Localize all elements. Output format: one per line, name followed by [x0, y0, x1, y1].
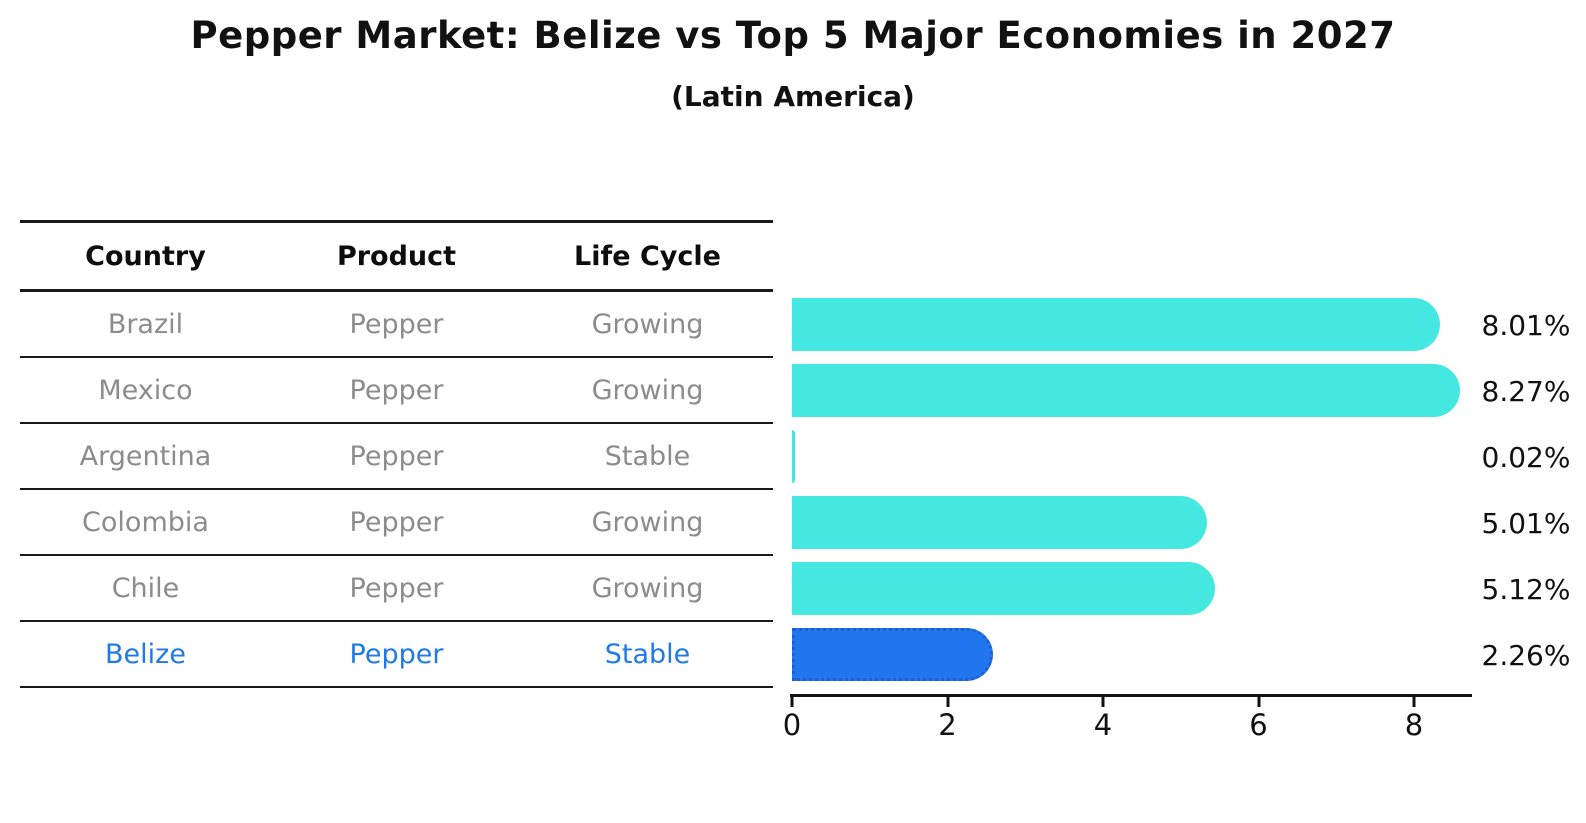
x-tick-mark	[1412, 696, 1416, 707]
bar-row	[792, 556, 1470, 622]
x-tick-mark	[1101, 696, 1105, 707]
cell-life-cycle: Growing	[591, 506, 704, 538]
x-tick-label: 8	[1404, 708, 1424, 742]
value-label-mexico: 8.27%	[1481, 374, 1571, 408]
value-label-argentina: 0.02%	[1481, 440, 1571, 474]
cell-country: Colombia	[82, 506, 209, 538]
table-row-argentina: Argentina Pepper Stable	[20, 424, 773, 490]
column-header-life-cycle: Life Cycle	[574, 240, 721, 272]
bar-brazil	[792, 298, 1440, 351]
bar-chile	[792, 562, 1216, 615]
cell-product: Pepper	[349, 638, 444, 670]
x-tick-label: 2	[938, 708, 957, 742]
cell-product: Pepper	[349, 374, 444, 406]
x-tick-label: 0	[782, 708, 802, 742]
comparison-table: Country Product Life Cycle Brazil Pepper…	[20, 220, 773, 688]
cell-life-cycle: Stable	[604, 440, 691, 472]
bar-row	[792, 490, 1470, 556]
x-tick-mark	[946, 696, 949, 707]
table-row-belize-highlighted: Belize Pepper Stable	[20, 622, 773, 688]
cell-country: Brazil	[107, 308, 184, 340]
cell-life-cycle: Growing	[591, 572, 704, 604]
table-row-chile: Chile Pepper Growing	[20, 556, 773, 622]
table-row-mexico: Mexico Pepper Growing	[20, 358, 773, 424]
value-label-belize: 2.26%	[1481, 638, 1571, 672]
x-tick-mark	[790, 696, 794, 707]
bar-row	[792, 358, 1470, 424]
table-row-brazil: Brazil Pepper Growing	[20, 292, 773, 358]
bar-row	[792, 424, 1470, 490]
value-label-column: 8.01% 8.27% 0.02% 5.01% 5.12% 2.26%	[1478, 292, 1574, 688]
column-header-country: Country	[85, 240, 206, 272]
bar-row	[792, 622, 1470, 688]
bar-colombia	[792, 496, 1207, 549]
x-axis-line	[790, 694, 1472, 697]
cell-product: Pepper	[349, 308, 444, 340]
cell-life-cycle: Growing	[591, 374, 704, 406]
column-header-product: Product	[336, 240, 457, 272]
cell-country: Belize	[105, 638, 186, 670]
cell-country: Mexico	[98, 374, 193, 406]
bar-belize-highlighted	[792, 628, 993, 681]
bar-row	[792, 292, 1470, 358]
chart-subtitle: (Latin America)	[671, 80, 915, 113]
bar-mexico	[792, 364, 1460, 417]
cell-life-cycle: Stable	[604, 638, 691, 670]
x-tick-mark	[1257, 696, 1260, 707]
x-tick-label: 6	[1249, 708, 1268, 742]
x-tick-label: 4	[1093, 708, 1113, 742]
cell-life-cycle: Growing	[591, 308, 704, 340]
cell-country: Argentina	[79, 440, 212, 472]
bar-chart	[792, 292, 1470, 688]
table-row-colombia: Colombia Pepper Growing	[20, 490, 773, 556]
x-axis: 0 2 4 6 8	[783, 694, 1470, 744]
cell-product: Pepper	[349, 440, 444, 472]
table-header-row: Country Product Life Cycle	[20, 223, 773, 292]
value-label-brazil: 8.01%	[1481, 308, 1571, 342]
cell-country: Chile	[111, 572, 180, 604]
value-label-colombia: 5.01%	[1481, 506, 1571, 540]
value-label-chile: 5.12%	[1481, 572, 1571, 606]
bar-argentina	[792, 430, 795, 483]
cell-product: Pepper	[349, 506, 444, 538]
cell-product: Pepper	[349, 572, 444, 604]
chart-title: Pepper Market: Belize vs Top 5 Major Eco…	[190, 14, 1396, 57]
